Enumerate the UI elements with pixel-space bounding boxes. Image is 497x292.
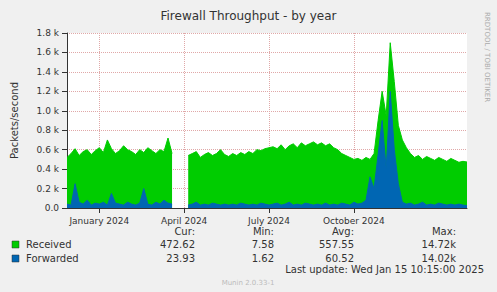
svg-text:Forwarded: Forwarded <box>26 253 79 264</box>
svg-text:472.62: 472.62 <box>160 239 195 250</box>
svg-text:Last update: Wed Jan 15 10:15:: Last update: Wed Jan 15 10:15:00 2025 <box>285 264 484 275</box>
svg-text:1.0 k: 1.0 k <box>37 106 60 116</box>
svg-text:7.58: 7.58 <box>252 239 274 250</box>
svg-text:557.55: 557.55 <box>319 239 354 250</box>
svg-text:0.2 k: 0.2 k <box>37 184 60 194</box>
svg-text:14.02k: 14.02k <box>422 253 457 264</box>
svg-text:Avg:: Avg: <box>332 226 354 237</box>
svg-text:Packets/second: Packets/second <box>9 82 20 159</box>
svg-text:October 2024: October 2024 <box>323 216 385 226</box>
svg-text:1.62: 1.62 <box>252 253 274 264</box>
svg-text:April 2024: April 2024 <box>161 216 208 226</box>
svg-text:1.4 k: 1.4 k <box>37 67 60 77</box>
svg-text:Min:: Min: <box>253 226 274 237</box>
svg-text:0.8 k: 0.8 k <box>37 125 60 135</box>
svg-text:60.52: 60.52 <box>325 253 354 264</box>
svg-text:July 2024: July 2024 <box>247 216 290 226</box>
svg-text:0.6 k: 0.6 k <box>37 145 60 155</box>
svg-text:Cur:: Cur: <box>174 226 195 237</box>
svg-text:1.6 k: 1.6 k <box>37 47 60 57</box>
svg-text:January 2024: January 2024 <box>68 216 129 226</box>
svg-text:1.8 k: 1.8 k <box>37 28 60 38</box>
svg-text:23.93: 23.93 <box>166 253 195 264</box>
svg-text:0.0: 0.0 <box>45 203 60 213</box>
svg-text:Max:: Max: <box>432 226 456 237</box>
svg-text:Munin 2.0.33-1: Munin 2.0.33-1 <box>222 279 275 287</box>
svg-text:Received: Received <box>26 239 72 250</box>
svg-text:1.2 k: 1.2 k <box>37 86 60 96</box>
svg-text:14.72k: 14.72k <box>422 239 457 250</box>
svg-text:Firewall Throughput - by year: Firewall Throughput - by year <box>160 9 336 23</box>
svg-text:RRDTOOL / TOBI OETIKER: RRDTOOL / TOBI OETIKER <box>483 12 491 102</box>
svg-text:0.4 k: 0.4 k <box>37 164 60 174</box>
